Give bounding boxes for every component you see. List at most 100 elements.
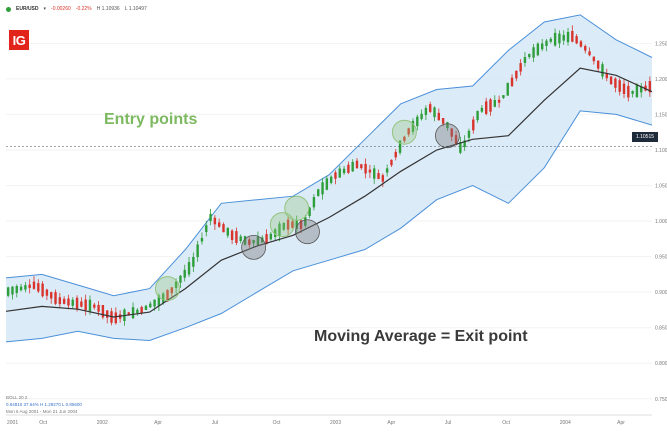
candle-body <box>631 90 634 94</box>
candle-body <box>622 83 626 94</box>
candle-body <box>239 236 242 241</box>
candle-body <box>635 84 639 98</box>
status-dot-icon <box>6 6 11 12</box>
low-value: L 1.10497 <box>124 6 147 12</box>
candle-body <box>196 244 199 258</box>
lower-band-line <box>5 110 653 343</box>
candle-body <box>596 60 600 69</box>
candle-body <box>317 189 320 196</box>
candle-body <box>506 82 509 96</box>
x-tick-label: Oct <box>502 420 510 426</box>
candle-body <box>502 95 505 99</box>
candle-body <box>226 227 229 236</box>
candle-body <box>308 207 311 217</box>
candle-body <box>183 269 186 278</box>
candle-body <box>360 164 363 169</box>
x-tick-label: Apr <box>617 420 625 426</box>
x-tick-label: Apr <box>154 420 162 426</box>
candle-body <box>558 33 561 44</box>
candle-body <box>575 36 578 44</box>
candle-body <box>489 99 492 112</box>
candle-body <box>256 236 260 245</box>
bollinger-band-fill <box>6 14 652 342</box>
candle-body <box>19 286 23 291</box>
candle-body <box>381 175 385 182</box>
candle-body <box>579 41 583 47</box>
candle-body <box>261 237 264 243</box>
candle-body <box>153 299 156 307</box>
candle-body <box>472 119 475 131</box>
candle-body <box>536 43 540 56</box>
y-tick-label: 0.85000 <box>655 326 667 332</box>
candle-body <box>394 151 397 158</box>
candle-body <box>553 32 557 46</box>
candle-body <box>230 230 234 240</box>
candle-body <box>71 299 74 306</box>
candle-body <box>84 299 87 311</box>
y-tick-label: 1.00000 <box>655 219 667 225</box>
candle-body <box>420 113 423 120</box>
candle-body <box>213 217 217 225</box>
candle-body <box>200 237 204 242</box>
x-tick-label: Oct <box>273 420 281 426</box>
candle-body <box>235 231 238 243</box>
candle-body <box>28 284 31 288</box>
candle-body <box>67 298 70 306</box>
candle-body <box>562 34 565 41</box>
exit-point-marker <box>435 123 460 149</box>
indicator-legend: BOLL 20 2 0.84810 37.64% H 1.29270 L 0.8… <box>6 394 82 415</box>
candle-body <box>273 229 277 238</box>
candle-body <box>390 159 393 166</box>
candle-body <box>549 38 552 42</box>
candle-body <box>334 172 337 179</box>
candle-body <box>459 142 462 153</box>
upper-band-line <box>5 14 653 297</box>
candle-body <box>222 224 225 233</box>
candle-body <box>377 172 380 179</box>
candle-body <box>429 104 432 112</box>
candle-body <box>166 289 169 302</box>
y-tick-label: 0.80000 <box>655 361 667 367</box>
candle-body <box>411 120 415 132</box>
candle-body <box>127 312 130 316</box>
candle-body <box>192 256 195 267</box>
high-value: H 1.10936 <box>96 6 120 12</box>
y-tick-label: 1.20000 <box>655 77 667 83</box>
candle-body <box>286 219 290 230</box>
candle-body <box>454 135 458 145</box>
candle-body <box>149 303 152 308</box>
candle-body <box>15 286 18 293</box>
entry-point-marker <box>269 212 295 238</box>
candle-body <box>24 285 27 290</box>
ig-logo: IG <box>9 30 29 50</box>
moving-average-line <box>5 67 653 318</box>
candle-body <box>131 307 135 319</box>
indicator-values: 0.84810 37.64% H 1.29270 L 0.85600 <box>6 402 82 407</box>
dropdown-icon[interactable]: ▾ <box>43 6 47 12</box>
candle-body <box>217 222 221 227</box>
indicator-name: BOLL 20 2 <box>6 395 28 400</box>
candle-body <box>32 281 36 289</box>
candle-body <box>62 298 66 304</box>
candle-body <box>304 216 307 226</box>
candle-body <box>601 64 604 77</box>
candle-body <box>209 213 212 222</box>
candle-body <box>424 107 428 116</box>
candle-body <box>101 305 105 318</box>
candle-body <box>545 40 548 46</box>
exit-point-annotation: Moving Average = Exit point <box>314 328 528 345</box>
candle-body <box>368 169 372 173</box>
chart-header: EUR/USD ▾ -0.00260 -0.22% H 1.10936 L 1.… <box>6 3 147 15</box>
entry-point-marker <box>155 276 180 302</box>
x-tick-label: 2004 <box>560 420 571 426</box>
candle-body <box>640 86 643 93</box>
change-percent: -0.22% <box>75 6 92 12</box>
candle-body <box>170 287 174 294</box>
candle-body <box>321 182 324 195</box>
candle-body <box>88 299 92 312</box>
x-tick-label: Jul <box>212 420 218 426</box>
candle-body <box>618 80 621 92</box>
candle-body <box>37 283 40 292</box>
current-price-label: 1.10515 <box>632 132 658 142</box>
